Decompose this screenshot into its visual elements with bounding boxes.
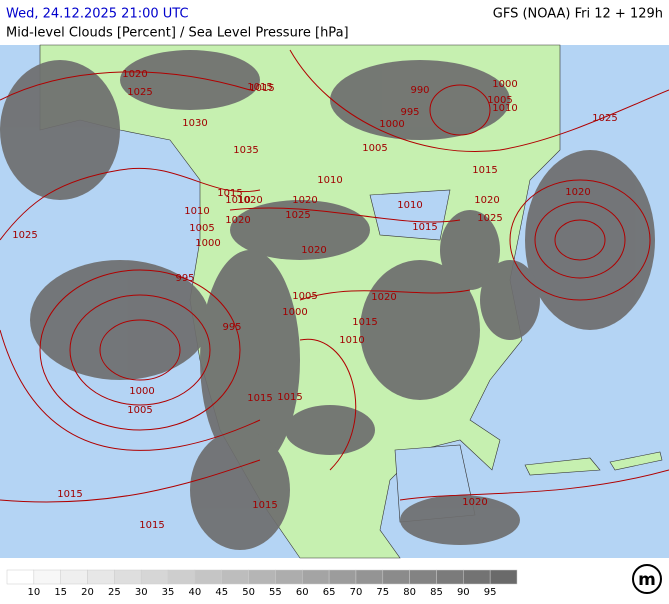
scale-swatch: [60, 569, 88, 585]
isobar-label: 1005: [362, 143, 387, 154]
isobar-label: 1030: [182, 118, 207, 129]
scale-swatch: [382, 569, 410, 585]
isobar-label: 1000: [129, 386, 154, 397]
isobar-label: 995: [175, 273, 194, 284]
scale-label: 10: [27, 587, 40, 598]
scale-swatch: [167, 569, 196, 585]
scale-label: 60: [296, 587, 309, 598]
scale-swatch: [194, 569, 222, 585]
scale-swatch: [33, 569, 61, 585]
scale-label: 70: [350, 587, 363, 598]
caribbean-islands: [524, 451, 663, 476]
scale-swatch: [463, 569, 491, 585]
isobar-label: 1025: [592, 113, 617, 124]
logo-text: m: [638, 570, 656, 590]
scale-label: 35: [162, 587, 175, 598]
isobar-label: 1015: [412, 222, 437, 233]
isobar-label: 1015: [277, 392, 302, 403]
scale-swatch: [248, 569, 276, 585]
isobar-label: 1025: [477, 213, 502, 224]
scale-swatch: [6, 569, 35, 585]
isobar-label: 990: [410, 85, 429, 96]
isobar-label: 1000: [195, 238, 220, 249]
scale-label: 80: [403, 587, 416, 598]
isobar-label: 1015: [139, 520, 164, 531]
scale-label: 95: [484, 587, 497, 598]
scale-swatch: [355, 569, 384, 585]
isobar-label: 1020: [237, 195, 262, 206]
isobar-label: 995: [400, 107, 419, 118]
isobar-label: 1015: [249, 83, 274, 94]
isobar-label: 1000: [379, 119, 404, 130]
isobar-label: 1000: [492, 79, 517, 90]
isobar-label: 1005: [487, 95, 512, 106]
isobar-label: 1015: [472, 165, 497, 176]
scale-swatch: [409, 569, 437, 585]
scale-swatch: [221, 569, 249, 585]
isobar-label: 1015: [247, 82, 272, 93]
color-scale: 10 15 20 25 30 35 40 45 50 55 60 65 70 75 80 85 90 95: [6, 569, 518, 598]
isobar-label: 1020: [474, 195, 499, 206]
scale-label: 50: [242, 587, 255, 598]
land: [39, 44, 561, 559]
isobar-label: 1025: [285, 210, 310, 221]
isobar-label: 1020: [122, 69, 147, 80]
isobar-label: 1015: [352, 317, 377, 328]
isobar-label: 1015: [247, 393, 272, 404]
datetime: Wed, 24.12.2025 21:00 UTC: [6, 7, 189, 22]
isobar-label: 1005: [189, 223, 214, 234]
isobar-label: 1035: [233, 145, 258, 156]
scale-label: 75: [376, 587, 389, 598]
scale-label: 30: [135, 587, 148, 598]
scale-swatch: [489, 569, 518, 585]
scale-swatch: [302, 569, 330, 585]
isobar-label: 1015: [252, 500, 277, 511]
scale-swatch: [436, 569, 464, 585]
isobar-label: 995: [222, 322, 241, 333]
isobar-label: 1015: [217, 188, 242, 199]
scale-swatch: [328, 569, 357, 585]
scale-swatch: [114, 569, 142, 585]
scale-label: 65: [323, 587, 336, 598]
scale-label: 15: [54, 587, 67, 598]
hudson-bay: [369, 189, 451, 241]
isobar-label: 1015: [57, 489, 82, 500]
isobar-label: 1005: [127, 405, 152, 416]
isobar-label: 1020: [371, 292, 396, 303]
isobar-label: 1010: [225, 195, 250, 206]
isobar-label: 1020: [225, 215, 250, 226]
map-title: Mid-level Clouds [Percent] / Sea Level P…: [6, 26, 349, 41]
scale-label: 85: [430, 587, 443, 598]
isobar-label: 1025: [12, 230, 37, 241]
scale-swatch: [275, 569, 303, 585]
scale-label: 55: [269, 587, 282, 598]
logo: m: [632, 564, 662, 594]
isobar-label: 1010: [492, 103, 517, 114]
isobar-label: 1010: [397, 200, 422, 211]
isobar-label: 1010: [339, 335, 364, 346]
isobar-label: 1010: [184, 206, 209, 217]
scale-label: 40: [189, 587, 202, 598]
scale-swatch: [87, 569, 115, 585]
isobar-label: 1020: [301, 245, 326, 256]
scale-label: 20: [81, 587, 94, 598]
isobar-label: 1010: [317, 175, 342, 186]
model-run: GFS (NOAA) Fri 12 + 129h: [493, 7, 663, 22]
scale-label: 25: [108, 587, 121, 598]
scale-label: 90: [457, 587, 470, 598]
scale-label: 45: [215, 587, 228, 598]
scale-swatch: [140, 569, 169, 585]
isobar-label: 1020: [292, 195, 317, 206]
isobar-label: 1005: [292, 291, 317, 302]
isobar-label: 1020: [565, 187, 590, 198]
isobar-label: 1020: [462, 497, 487, 508]
isobar-label: 1000: [282, 307, 307, 318]
clouds: [0, 50, 655, 550]
isobar-label: 1025: [127, 87, 152, 98]
isobars: [0, 49, 669, 503]
